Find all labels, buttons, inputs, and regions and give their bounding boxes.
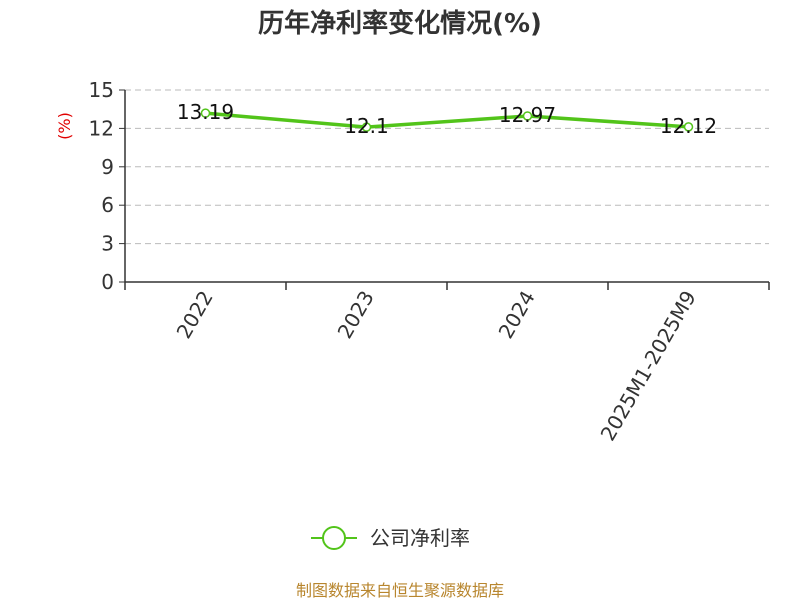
data-point[interactable]: [200, 108, 211, 118]
y-tick-label: 15: [89, 78, 114, 102]
y-tick-label: 12: [89, 116, 114, 140]
x-category-label: 2023: [333, 287, 379, 343]
y-tick-label: 6: [101, 193, 114, 217]
series-layer: [200, 108, 694, 132]
y-axis-label: (%): [55, 112, 74, 140]
data-point[interactable]: [522, 111, 533, 121]
legend[interactable]: 公司净利率: [311, 526, 470, 550]
y-tick-label: 9: [101, 155, 114, 179]
legend-label: 公司净利率: [370, 526, 470, 550]
data-label: 13.19: [177, 100, 234, 124]
data-label: 12.1: [344, 114, 389, 138]
grid-lines: [125, 89, 769, 245]
y-tick-label: 0: [101, 270, 114, 294]
source-note: 制图数据来自恒生聚源数据库: [296, 581, 504, 600]
data-point[interactable]: [361, 122, 372, 132]
x-category-label: 2022: [172, 287, 218, 343]
x-category-label: 2024: [494, 287, 540, 343]
chart-title: 历年净利率变化情况(%): [258, 8, 542, 39]
y-tick-label: 3: [101, 232, 114, 256]
data-labels: 13.19 12.1 12.97 12.12: [177, 100, 717, 138]
data-label: 12.12: [660, 114, 717, 138]
legend-circle-marker: [322, 526, 346, 550]
data-label: 12.97: [499, 103, 556, 127]
series-line: [203, 111, 691, 129]
data-point[interactable]: [683, 122, 694, 132]
x-category-label: 2025M1-2025M9: [596, 287, 701, 445]
